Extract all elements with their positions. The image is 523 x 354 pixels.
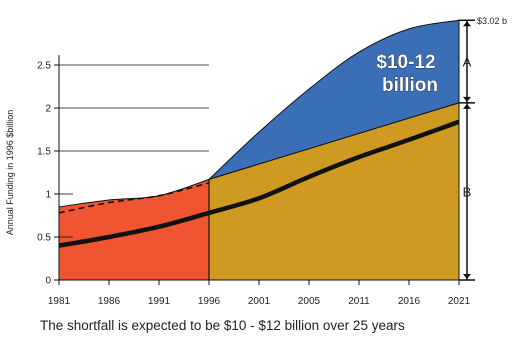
- x-tick-label: 2011: [348, 296, 370, 307]
- x-tick-label: 1991: [148, 296, 171, 307]
- y-tick-label: 2.5: [37, 61, 51, 72]
- x-tick-label: 2001: [248, 296, 271, 307]
- x-tick-label: 1986: [98, 296, 121, 307]
- series-line-thick: [58, 119, 460, 248]
- x-tick-label: 1996: [198, 296, 221, 307]
- y-tick-label: 2: [45, 104, 51, 115]
- x-tick-label: 1981: [48, 296, 71, 307]
- x-tick-label: 2005: [298, 296, 321, 307]
- chart-caption: The shortfall is expected to be $10 - $1…: [40, 318, 405, 333]
- arrow-b-bottom: [463, 274, 471, 279]
- x-tick-label: 2016: [398, 296, 421, 307]
- arrow-a-top: [463, 21, 471, 27]
- arrow-a-bottom: [463, 96, 471, 102]
- area-historical: [58, 178, 210, 281]
- area-top: [208, 19, 460, 181]
- y-tick-label: 0.5: [37, 233, 51, 244]
- arrow-b-top: [463, 103, 471, 109]
- top-value-annotation: $3.02 b: [477, 16, 507, 26]
- series-line-dashed: [58, 182, 210, 214]
- gap-annotation-line2: billion: [382, 75, 438, 96]
- y-tick-label: 1.5: [37, 147, 51, 158]
- y-axis-label: Annual Funding in 1996 $billion: [5, 110, 15, 236]
- y-tick-label: 1: [45, 190, 51, 201]
- y-tick-label: 0: [45, 276, 51, 287]
- bracket-label-a: A: [463, 55, 472, 70]
- gap-annotation-line1: $10-12: [376, 52, 435, 73]
- x-tick-label: 2021: [448, 296, 471, 307]
- bracket-label-b: B: [463, 184, 472, 199]
